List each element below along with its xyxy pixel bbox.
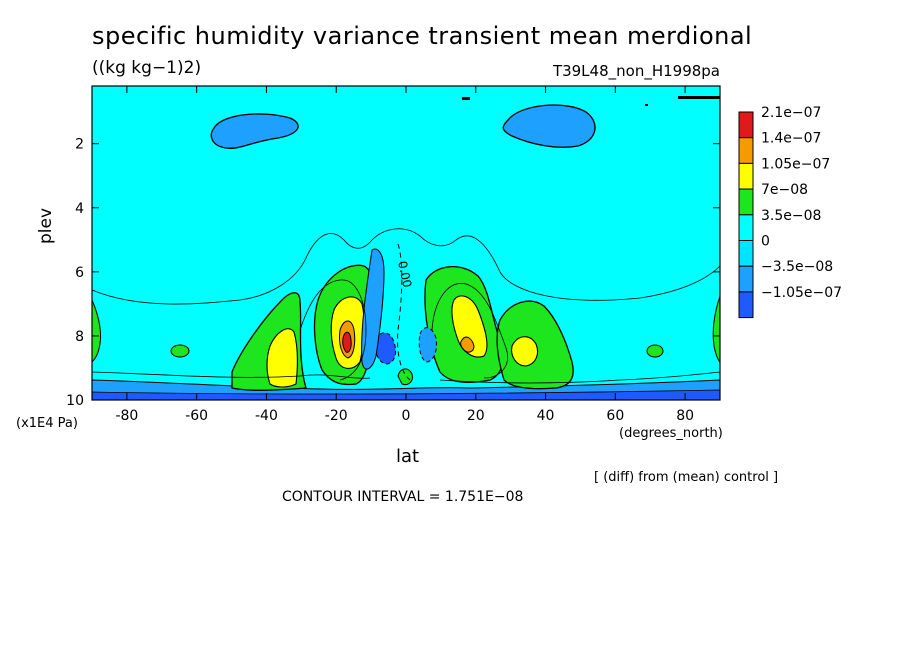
contour-fill-green-blob-west [170,344,190,358]
y-axis-label: plev [36,207,56,244]
legend-swatch [738,111,754,139]
y-axis: 2 4 6 8 10 [66,137,720,409]
y-tick-label: 6 [75,265,84,281]
legend-swatch [738,137,754,164]
contour-line-dashed-equator [397,243,411,381]
contour-interval: CONTOUR INTERVAL = 1.751E−08 [282,489,524,505]
contour-line-inner-north [431,283,508,379]
legend-label: 1.05e−07 [761,156,830,172]
x-axis-label: lat [396,446,420,467]
legend-label: 0 [761,234,770,250]
contour-fill-yellow-southwest [266,328,298,388]
contour-line-lower-south [91,371,371,379]
contour-fill-top-mark [462,97,470,100]
legend-label: −3.5e−08 [761,259,833,275]
contour-fill-green-east-edge [712,295,721,364]
contour-line-outer [91,228,721,305]
contour-fill-orange-north [460,336,475,353]
legend-label: 1.4e−07 [761,131,821,147]
contour-fill-green-blob-east [646,344,664,358]
legend-label: 3.5e−08 [761,208,821,224]
y-tick-label: 2 [75,137,84,153]
x-tick-label: 0 [402,408,411,424]
contour-fill-negative-equator-west [375,332,397,365]
contour-fill-green-equator [397,368,413,385]
legend-label: 7e−08 [761,182,808,198]
contour-fill-yellow-northeast [511,336,539,367]
x-tick-label: 20 [467,408,485,424]
x-axis-units: (degrees_north) [619,426,723,441]
plot-background [92,86,720,400]
legend-swatch [738,291,754,319]
chart-units: ((kg kg−1)2) [92,58,202,78]
chart-title: specific humidity variance transient mea… [92,22,753,50]
x-tick-label: -40 [255,408,278,424]
y-axis-scale-label: (x1E4 Pa) [16,416,78,431]
x-tick-label: 60 [606,408,624,424]
legend-label: 2.1e−07 [761,105,821,121]
y-tick-label: 4 [75,201,84,217]
y-tick-label: 8 [75,329,84,345]
legend-swatch [738,265,754,293]
colorbar-legend: 2.1e−07 1.4e−07 1.05e−07 7e−08 3.5e−08 0 −3.5e… [738,105,842,319]
x-tick-label: -60 [185,408,208,424]
contour-label: 0.00 [395,260,414,289]
contour-fill-negative-equator-column [361,248,385,370]
legend-swatch [738,188,754,216]
x-tick-label: 40 [537,408,555,424]
contour-line-inner-south [299,279,367,381]
x-axis: -80 -60 -40 -20 0 20 40 60 80 [115,86,694,424]
contour-line-lower-north [439,371,721,384]
contour-fill-green-west-edge [91,299,101,364]
y-tick-label: 10 [66,393,84,409]
contour-fill-red-south [342,331,352,353]
contour-fill-top-right-strip [678,96,720,99]
x-tick-label: -20 [325,408,348,424]
legend-swatch [738,240,754,267]
contour-fill-negative-upper-north [502,104,596,148]
contour-fill-top-dot [645,104,648,106]
contour-fill-negative-equator-east [418,327,437,363]
x-tick-label: 80 [676,408,694,424]
experiment-name: T39L48_non_H1998pa [552,62,720,80]
x-tick-label: -80 [115,408,138,424]
contour-fill-negative-upper-south [210,113,299,149]
legend-label: −1.05e−07 [761,285,842,301]
diff-note: [ (diff) from (mean) control ] [594,470,779,485]
legend-swatch [738,162,754,190]
legend-swatch [738,214,754,242]
plot-area: 0.00 [91,85,721,401]
